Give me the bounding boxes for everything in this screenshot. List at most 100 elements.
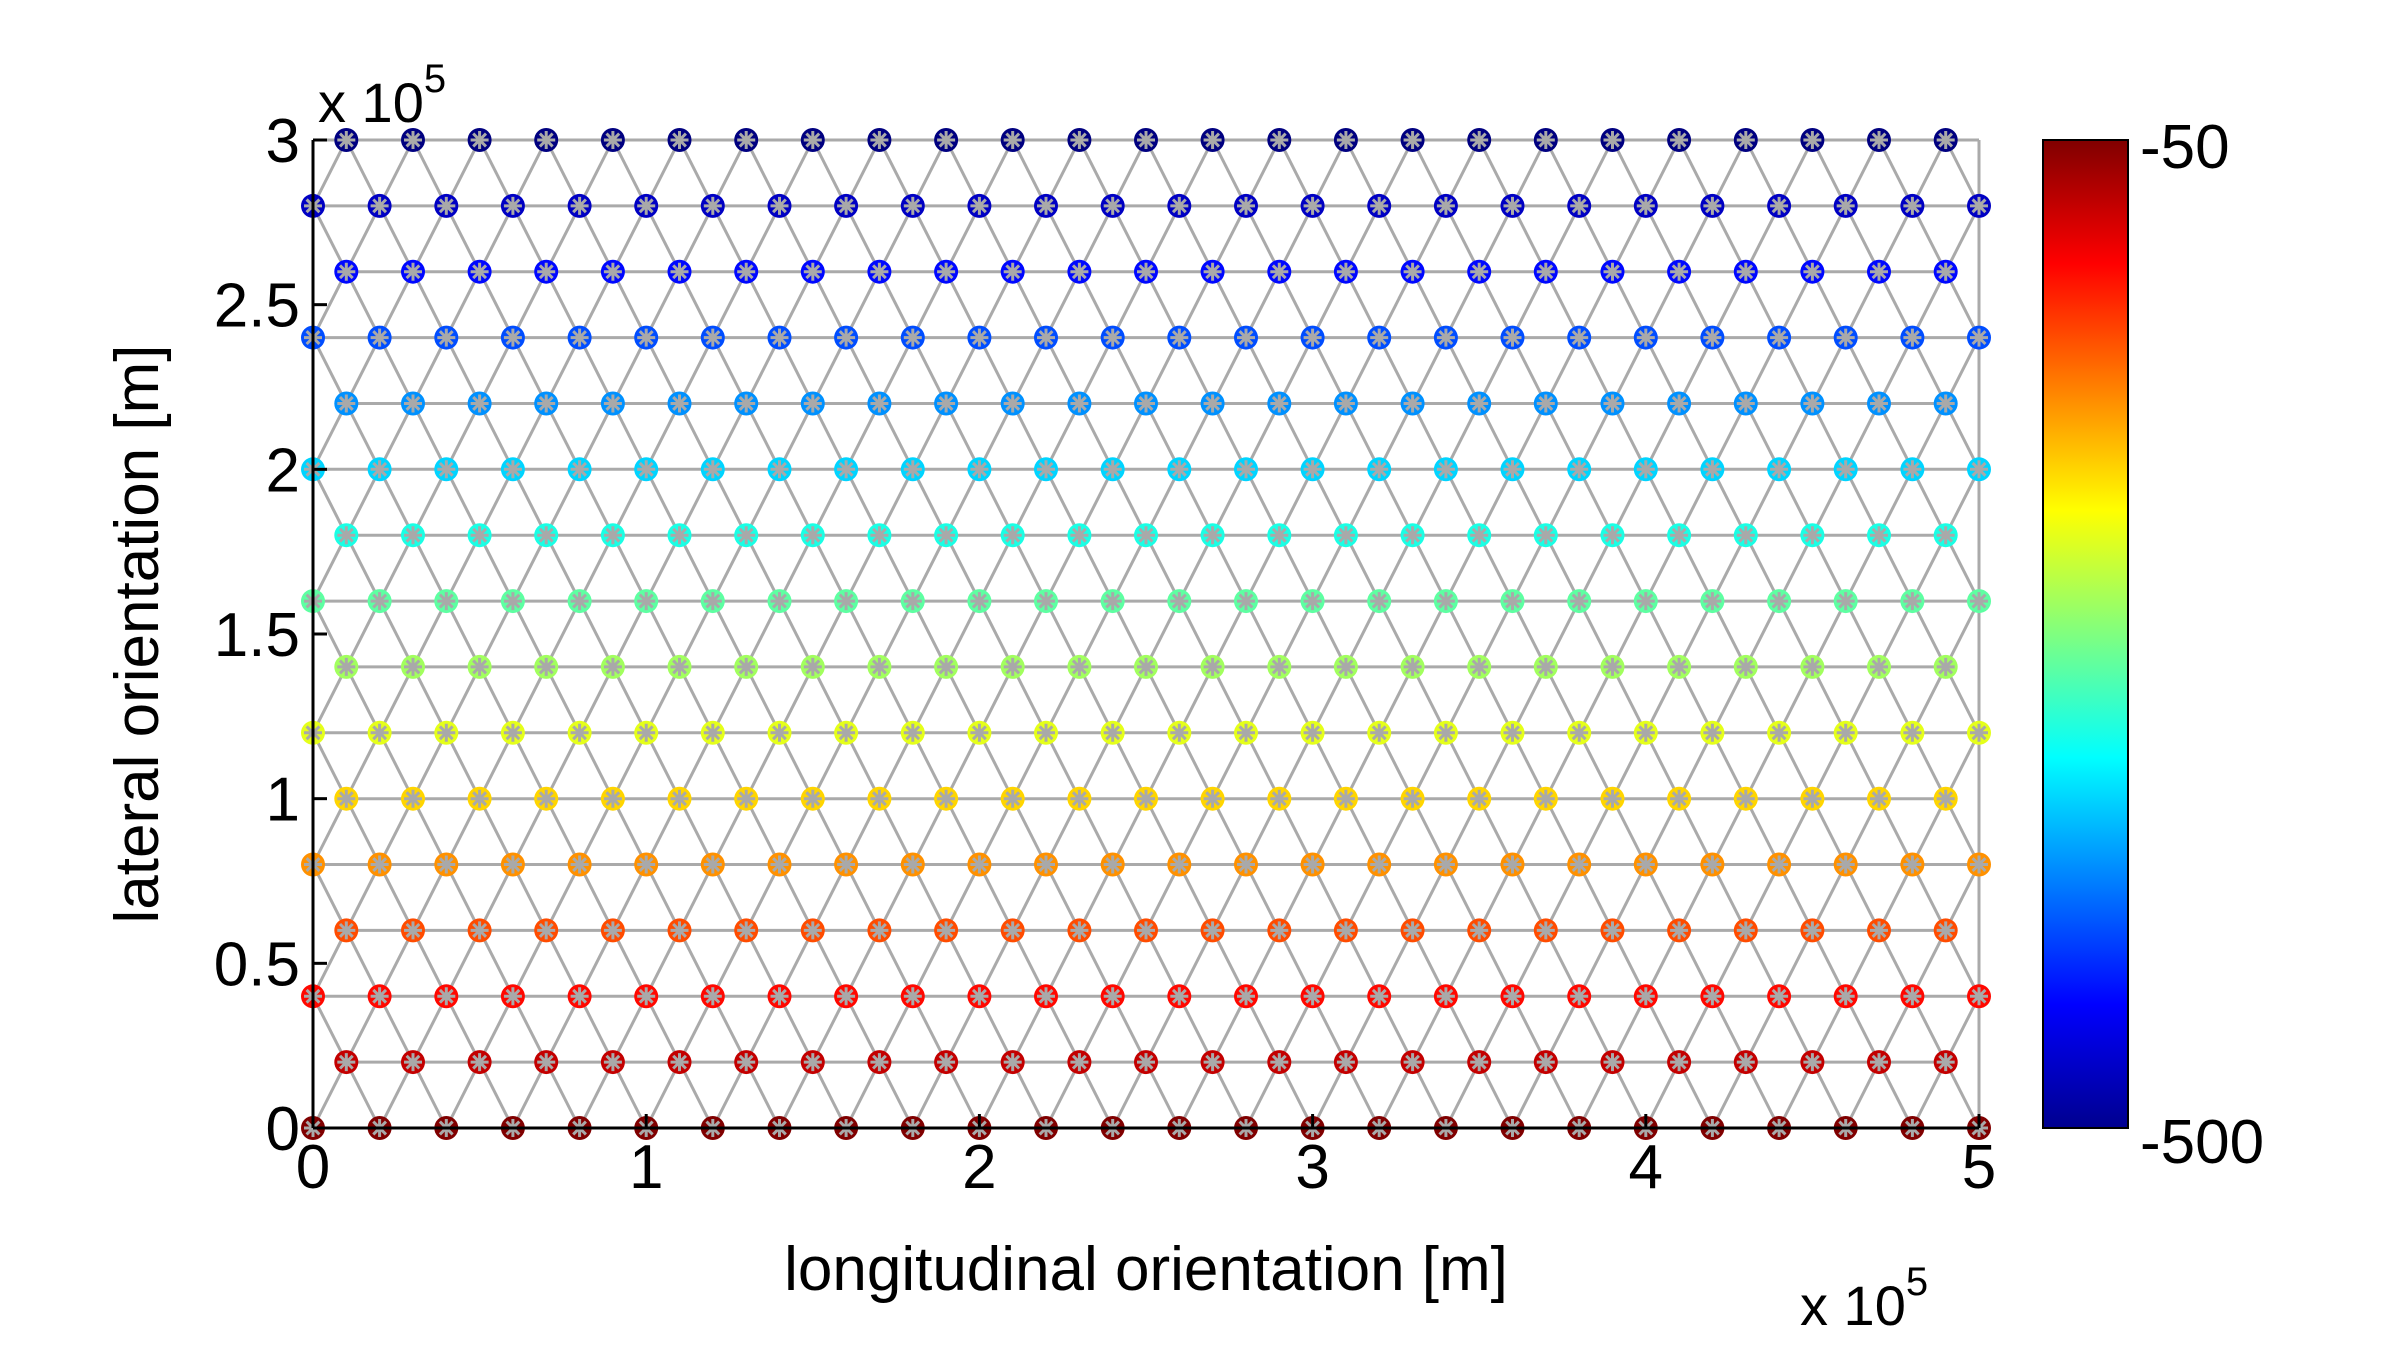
node-star-marker (1436, 196, 1455, 215)
mesh-edge (1777, 929, 1814, 997)
node-star-marker (1436, 723, 1455, 742)
mesh-edge (844, 929, 881, 997)
mesh-edge (1344, 863, 1381, 932)
y-scale-factor: x 105 (318, 57, 446, 134)
mesh-edge (644, 1061, 681, 1129)
mesh-edge (1844, 798, 1881, 866)
mesh-edge (411, 534, 448, 602)
x-tick-label: 3 (1295, 1133, 1329, 1202)
mesh-edge (1211, 995, 1248, 1063)
mesh-node (900, 720, 925, 745)
mesh-edge (611, 139, 648, 207)
x-scale-exponent: 5 (1906, 1260, 1928, 1304)
mesh-edge (1177, 271, 1214, 339)
mesh-edge (1644, 402, 1681, 470)
node-star-marker (1237, 855, 1255, 874)
mesh-node (1333, 1050, 1358, 1075)
node-star-marker (1936, 657, 1955, 676)
mesh-node (834, 852, 859, 877)
mesh-node (667, 128, 692, 152)
mesh-edge (844, 798, 881, 866)
mesh-edge (1777, 205, 1814, 273)
mesh-edge (1944, 271, 1981, 339)
mesh-edge (1244, 929, 1281, 997)
mesh-edge (1844, 271, 1881, 339)
node-star-marker (570, 723, 589, 742)
node-star-marker (1170, 328, 1189, 347)
mesh-edge (678, 468, 715, 536)
node-star-marker (1536, 394, 1555, 413)
mesh-edge (1711, 863, 1748, 932)
mesh-edge (1411, 666, 1448, 734)
mesh-node (1733, 1050, 1758, 1075)
mesh-edge (478, 205, 515, 273)
node-star-marker (1303, 592, 1322, 611)
node-star-marker (937, 131, 956, 149)
mesh-edge (644, 798, 681, 866)
mesh-edge (478, 271, 515, 339)
node-star-marker (770, 855, 789, 874)
node-star-marker (1237, 460, 1255, 479)
node-star-marker (337, 657, 356, 676)
mesh-edge (1011, 929, 1048, 997)
mesh-edge (511, 402, 548, 470)
node-star-marker (770, 723, 789, 742)
mesh-edge (644, 271, 681, 339)
mesh-edge (1144, 336, 1181, 405)
mesh-node (1733, 786, 1758, 811)
node-star-marker (437, 855, 456, 874)
mesh-edge (444, 139, 481, 207)
mesh-edge (1844, 732, 1881, 800)
mesh-edge (411, 1061, 448, 1129)
mesh-edge (1711, 534, 1748, 602)
mesh-edge (1944, 732, 1981, 800)
mesh-edge (344, 336, 381, 405)
mesh-node (1800, 259, 1825, 284)
mesh-edge (1477, 468, 1514, 536)
node-star-marker (1203, 657, 1222, 676)
mesh-edge (1177, 402, 1214, 470)
mesh-node (1067, 786, 1092, 811)
mesh-edge (1078, 139, 1115, 207)
node-star-marker (1203, 789, 1222, 808)
mesh-edge (1244, 600, 1281, 668)
node-star-marker (1703, 987, 1722, 1006)
mesh-node (1000, 654, 1025, 679)
node-star-marker (437, 723, 456, 742)
mesh-edge (1811, 336, 1848, 405)
mesh-node (1867, 128, 1891, 152)
mesh-node (600, 128, 625, 152)
mesh-edge (1844, 995, 1881, 1063)
mesh-node (1433, 193, 1458, 218)
node-star-marker (937, 1053, 956, 1072)
mesh-node (600, 259, 625, 284)
mesh-edge (311, 600, 348, 668)
mesh-edge (944, 863, 981, 932)
mesh-node (1667, 128, 1692, 152)
mesh-edge (878, 732, 915, 800)
node-star-marker (1170, 723, 1189, 742)
mesh-edge (1011, 863, 1048, 932)
mesh-edge (1477, 139, 1514, 207)
node-star-marker (1037, 723, 1055, 742)
mesh-edge (878, 271, 915, 339)
mesh-node (1367, 852, 1392, 877)
mesh-edge (478, 139, 515, 207)
mesh-edge (1611, 205, 1648, 273)
mesh-edge (1511, 534, 1548, 602)
mesh-node (1433, 589, 1458, 614)
mesh-edge (378, 534, 415, 602)
mesh-edge (744, 402, 781, 470)
mesh-node (467, 786, 492, 811)
node-star-marker (470, 1053, 489, 1072)
node-star-marker (1836, 460, 1855, 479)
node-star-marker (870, 526, 889, 545)
mesh-edge (411, 666, 448, 734)
mesh-node (500, 589, 525, 614)
mesh-edge (1377, 402, 1414, 470)
node-star-marker (1870, 1053, 1888, 1072)
node-star-marker (1603, 1053, 1622, 1072)
node-star-marker (903, 196, 922, 215)
mesh-edge (644, 468, 681, 536)
mesh-node (800, 654, 825, 679)
